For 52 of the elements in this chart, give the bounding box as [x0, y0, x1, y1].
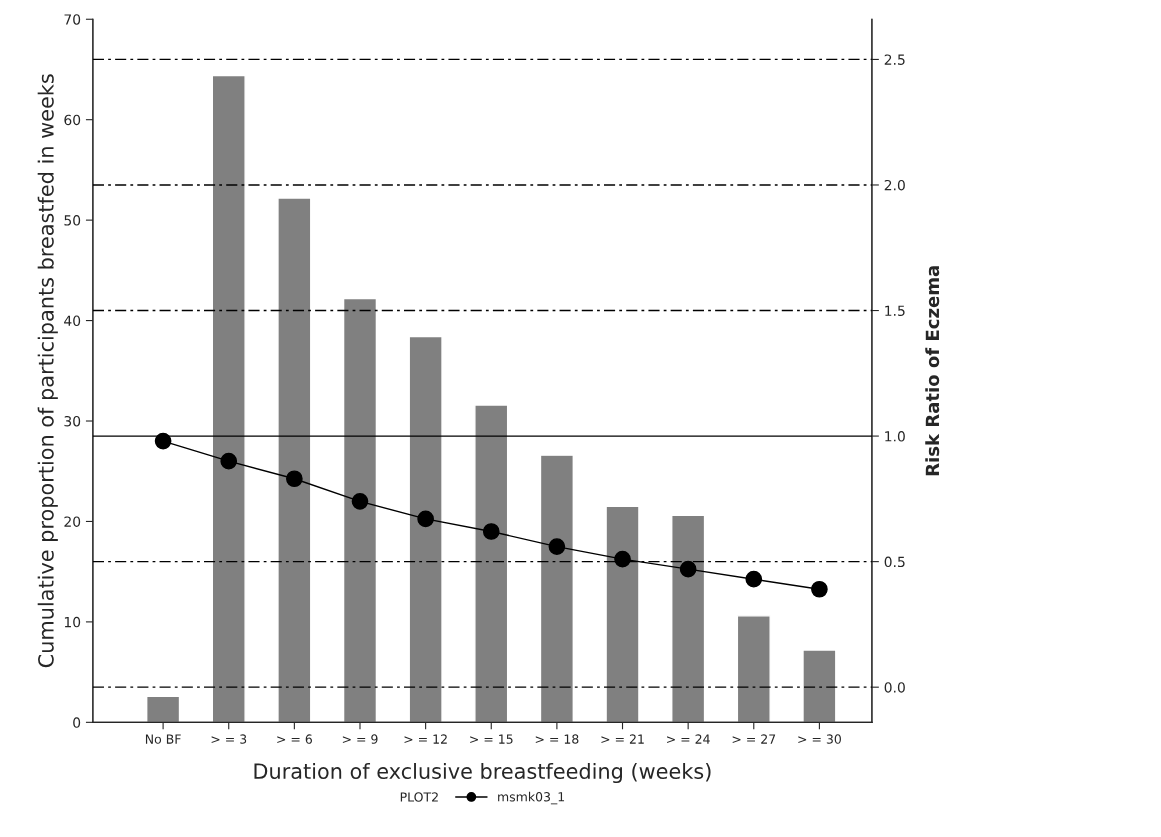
y2-tick-label: 1.0	[885, 431, 905, 442]
y-tick-label: 10	[64, 616, 81, 628]
point	[745, 570, 763, 588]
y2-tick-label: 2.0	[884, 179, 905, 191]
x-tick-label: > = 6	[277, 734, 312, 744]
bar	[605, 505, 640, 723]
y-tick-label: 70	[64, 14, 81, 25]
point	[220, 452, 238, 470]
x-tick-label: > = 30	[798, 734, 841, 744]
bar	[474, 404, 509, 723]
y-tick-label: 20	[64, 516, 81, 527]
bar	[211, 74, 246, 723]
point	[286, 470, 303, 488]
point	[614, 550, 631, 568]
y2-tick-label: 0.5	[884, 556, 905, 568]
y-tick-label: 0	[73, 717, 81, 728]
bar	[408, 335, 443, 723]
y2-tick-label: 1.5	[885, 305, 905, 316]
y-tick-label: 30	[64, 415, 81, 427]
x-tick-label: > = 24	[667, 734, 710, 744]
bar	[802, 649, 837, 723]
x-tick-label: > = 3	[211, 734, 247, 744]
point	[548, 538, 566, 555]
point	[351, 493, 369, 510]
bar	[277, 197, 312, 723]
y2-tick-label: 2.5	[884, 54, 905, 65]
y2-tick-label: 0.0	[884, 682, 905, 693]
y-tick-label: 50	[64, 215, 81, 226]
x-tick-label: No BF	[145, 734, 181, 744]
point	[417, 510, 434, 528]
bar	[146, 695, 181, 723]
bar	[342, 297, 378, 723]
x-tick-label: > = 21	[601, 734, 644, 744]
legend-label: msmk03_1	[498, 791, 565, 805]
x-tick-label: > = 27	[732, 734, 776, 744]
y-tick-label: 60	[64, 114, 81, 126]
point	[679, 560, 697, 578]
bar	[671, 514, 706, 723]
x-axis-title: Duration of exclusive breastfeeding (weeks)	[254, 762, 711, 784]
y-axis-title: Cumulative proportion of participants breastfed in weeks	[37, 74, 58, 668]
y-tick-label: 40	[64, 315, 81, 327]
x-tick-label: > = 15	[470, 734, 513, 744]
x-tick-label: > = 12	[404, 734, 447, 744]
point	[154, 432, 172, 450]
bar	[736, 615, 771, 723]
x-tick-label: > = 9	[342, 734, 378, 744]
bar	[539, 454, 574, 723]
point	[811, 580, 828, 598]
point	[482, 523, 500, 540]
legend-title: PLOT2	[400, 792, 438, 802]
y2-axis-title: Risk Ratio of Eczema	[925, 266, 940, 476]
x-tick-label: > = 18	[535, 734, 579, 744]
